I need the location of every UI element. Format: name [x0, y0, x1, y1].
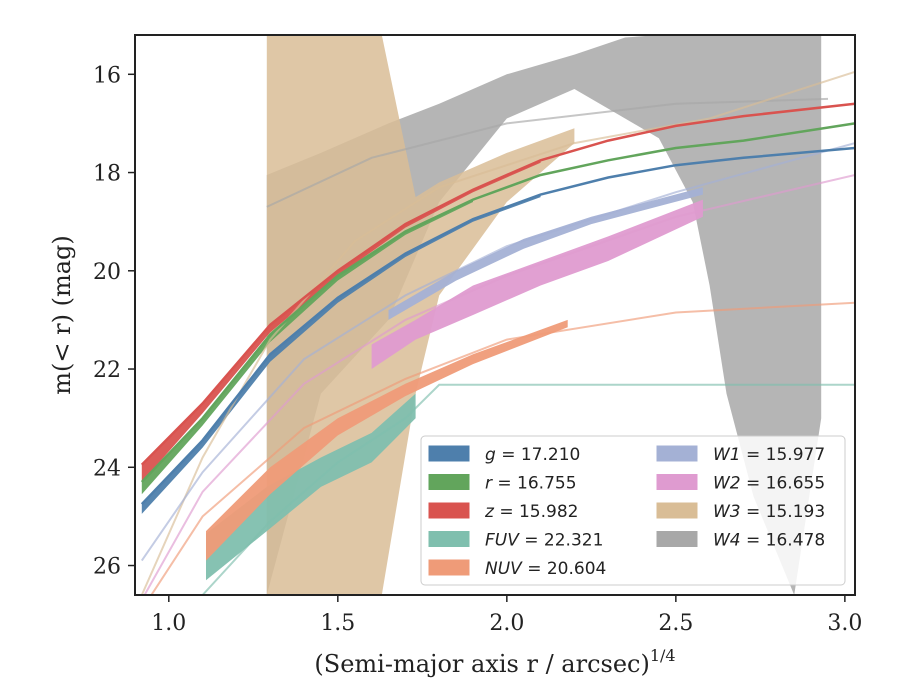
y-axis-label: m(< r) (mag)	[48, 235, 76, 394]
curve-w3	[140, 70, 855, 595]
y-tick-label: 20	[93, 260, 121, 285]
x-tick-label: 1.0	[151, 611, 186, 636]
curve-w2	[143, 174, 855, 595]
legend-swatch-g	[428, 445, 470, 462]
y-tick-label: 16	[93, 63, 121, 88]
x-axis-label-exponent: 1/4	[650, 646, 676, 665]
y-tick-label: 26	[93, 555, 121, 580]
legend-swatch-w3	[656, 502, 698, 519]
x-axis-label-text: (Semi-major axis r / arcsec)	[314, 650, 649, 678]
legend-label-g: g = 17.210	[485, 445, 580, 465]
legend-swatch-w2	[656, 474, 698, 490]
legend-swatch-w4	[656, 531, 698, 547]
x-axis: 1.0 1.5 2.0 2.5 3.0	[151, 595, 862, 636]
legend-label-w3: W3 = 15.193	[713, 502, 825, 522]
curve-fuv	[201, 383, 855, 595]
curve-nuv	[150, 301, 855, 595]
curve-w1	[140, 142, 855, 562]
plot-frame	[134, 34, 856, 596]
legend-swatch-nuv	[428, 559, 470, 576]
legend-label-w2: W2 = 16.655	[713, 474, 825, 494]
x-tick-label: 2.0	[489, 611, 524, 636]
x-tick-label: 2.5	[658, 611, 693, 636]
legend-frame	[420, 435, 846, 586]
legend-swatch-w1	[656, 445, 698, 462]
y-axis: 16 18 20 22 24 26	[93, 63, 135, 580]
curve-z	[140, 102, 855, 466]
band-w2	[371, 199, 703, 369]
curve-g	[140, 146, 855, 505]
x-tick-label: 1.5	[320, 611, 355, 636]
curve-w4	[266, 97, 829, 208]
legend-label-r: r = 16.755	[485, 474, 577, 494]
legend-swatch-z	[428, 502, 470, 519]
legend-label-w4: W4 = 16.478	[713, 531, 825, 551]
band-w1	[388, 187, 703, 320]
y-tick-label: 24	[93, 456, 121, 481]
curve-r	[140, 122, 855, 483]
legend-swatch-r	[428, 474, 470, 490]
model-curves	[140, 70, 855, 595]
legend-label-w1: W1 = 15.977	[713, 445, 825, 465]
legend-label-fuv: FUV = 22.321	[485, 531, 603, 551]
legend-label-nuv: NUV = 20.604	[485, 559, 606, 579]
x-axis-label: (Semi-major axis r / arcsec)1/4	[314, 646, 675, 678]
x-tick-label: 3.0	[827, 611, 862, 636]
y-tick-label: 22	[93, 358, 121, 383]
legend-swatch-fuv	[428, 531, 470, 547]
legend-label-z: z = 15.982	[484, 502, 578, 522]
y-tick-label: 18	[93, 162, 121, 187]
legend: g = 17.210 r = 16.755 z = 15.982 FUV = 22.3…	[420, 435, 846, 586]
